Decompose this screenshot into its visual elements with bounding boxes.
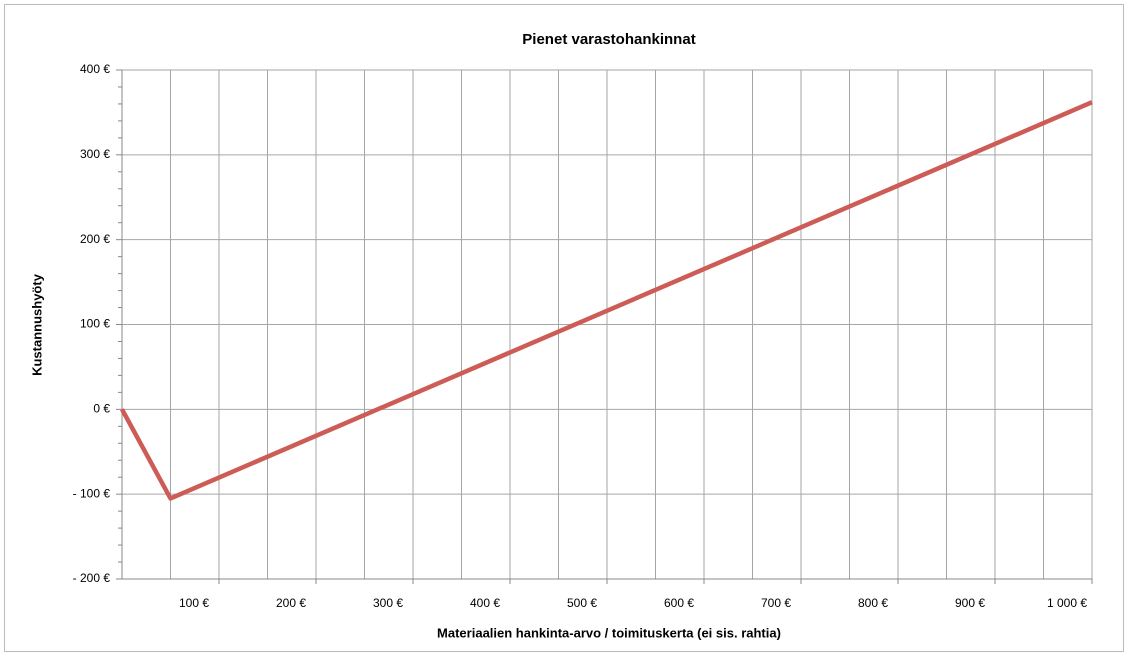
x-tick-label: 600 €	[664, 596, 694, 610]
x-tick-label: 300 €	[373, 596, 403, 610]
x-tick-label: 200 €	[276, 596, 306, 610]
x-tick-label: 400 €	[470, 596, 500, 610]
x-tick-label: 500 €	[567, 596, 597, 610]
chart-title: Pienet varastohankinnat	[522, 31, 695, 48]
x-axis-label: Materiaalien hankinta-arvo / toimitusker…	[437, 625, 781, 640]
y-tick-label: - 100 €	[73, 486, 111, 500]
y-tick-label: - 200 €	[73, 571, 111, 585]
x-tick-label: 1 000 €	[1047, 596, 1087, 610]
x-tick-label: 900 €	[955, 596, 985, 610]
data-line	[120, 100, 1093, 501]
y-tick-label: 200 €	[80, 232, 110, 246]
x-tick-label: 100 €	[179, 596, 209, 610]
y-axis-label: Kustannushyöty	[29, 273, 44, 376]
y-tick-label: 300 €	[80, 147, 110, 161]
x-tick-label: 800 €	[858, 596, 888, 610]
x-tick-label: 700 €	[761, 596, 791, 610]
y-tick-label: 0 €	[93, 402, 110, 416]
y-tick-label: 400 €	[80, 62, 110, 76]
y-tick-label: 100 €	[80, 317, 110, 331]
